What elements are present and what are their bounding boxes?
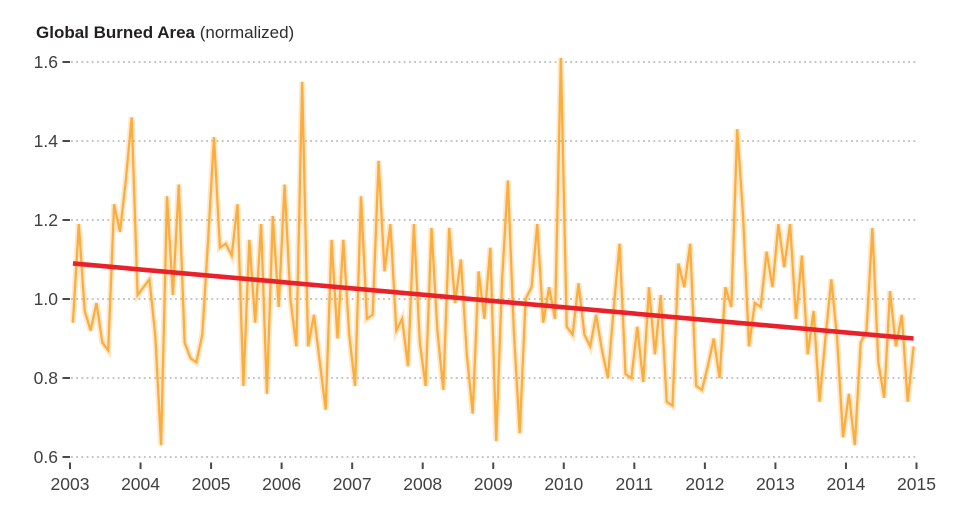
x-axis-label: 2004 xyxy=(121,474,160,494)
x-axis-label: 2012 xyxy=(685,474,724,494)
x-axis-label: 2007 xyxy=(333,474,372,494)
y-axis-label: 1.4 xyxy=(34,131,59,151)
y-axis-label: 0.8 xyxy=(34,368,58,388)
y-axis-label: 1.2 xyxy=(34,210,58,230)
x-axis-label: 2006 xyxy=(262,474,301,494)
series-group xyxy=(69,57,917,446)
x-axis-label: 2015 xyxy=(897,474,936,494)
x-axis-label: 2008 xyxy=(403,474,442,494)
x-axis-label: 2009 xyxy=(474,474,513,494)
x-axis-label: 2013 xyxy=(756,474,795,494)
x-axis-label: 2014 xyxy=(826,474,865,494)
y-axis-label: 1.6 xyxy=(34,52,58,72)
chart-title-main: Global Burned Area xyxy=(36,23,196,42)
trend-line xyxy=(72,261,914,341)
x-axis-label: 2010 xyxy=(544,474,583,494)
y-axis-label: 0.6 xyxy=(34,447,58,467)
x-axis-label: 2011 xyxy=(616,474,654,494)
x-axis-label: 2005 xyxy=(192,474,231,494)
chart-title-suffix: (normalized) xyxy=(199,23,295,42)
burned-area-line xyxy=(71,57,915,446)
x-axis-group: 2003 2004 2005 2006 2007 2008 2009 2010 2011 2012… xyxy=(51,462,936,494)
x-axis-label: 2003 xyxy=(51,474,90,494)
y-axis-label: 1.0 xyxy=(34,289,59,309)
chart-title: Global Burned Area (normalized) xyxy=(36,23,295,43)
